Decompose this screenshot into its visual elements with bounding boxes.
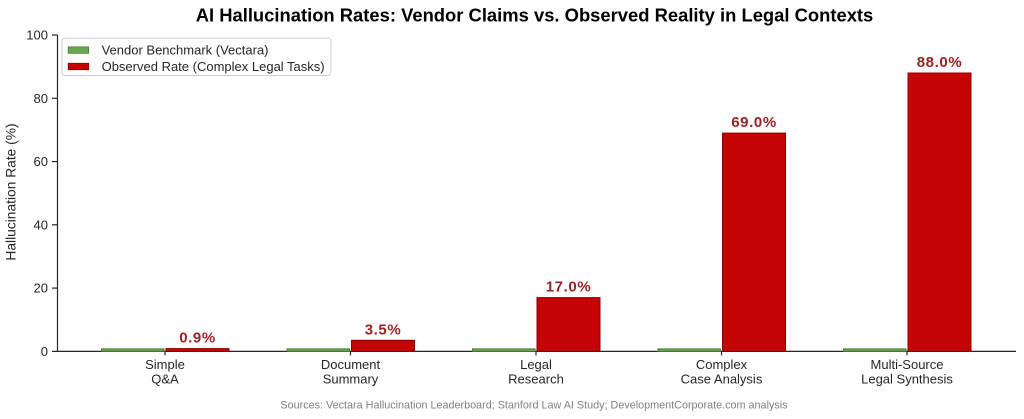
svg-text:Q&A: Q&A <box>151 372 179 387</box>
svg-text:0: 0 <box>41 344 48 359</box>
svg-text:AI Hallucination Rates: Vendor: AI Hallucination Rates: Vendor Claims vs… <box>196 5 874 26</box>
svg-text:69.0%: 69.0% <box>731 114 777 131</box>
svg-text:Legal: Legal <box>520 357 552 372</box>
svg-text:Case Analysis: Case Analysis <box>681 372 763 387</box>
svg-text:60: 60 <box>34 154 48 169</box>
svg-text:0.9%: 0.9% <box>179 330 216 347</box>
svg-text:88.0%: 88.0% <box>917 54 963 71</box>
svg-text:80: 80 <box>34 91 48 106</box>
svg-text:Document: Document <box>321 357 381 372</box>
svg-text:3.5%: 3.5% <box>365 321 402 338</box>
svg-text:Hallucination Rate (%): Hallucination Rate (%) <box>4 123 19 260</box>
svg-text:Summary: Summary <box>323 372 379 387</box>
svg-text:Legal Synthesis: Legal Synthesis <box>861 372 953 387</box>
svg-text:Observed Rate (Complex Legal T: Observed Rate (Complex Legal Tasks) <box>102 59 325 74</box>
svg-text:20: 20 <box>34 281 48 296</box>
svg-text:Multi-Source: Multi-Source <box>871 357 944 372</box>
svg-text:100: 100 <box>26 28 48 43</box>
svg-text:40: 40 <box>34 217 48 232</box>
svg-text:Simple: Simple <box>145 357 185 372</box>
svg-text:Complex: Complex <box>696 357 748 372</box>
svg-text:Sources: Vectara Hallucination: Sources: Vectara Hallucination Leaderboa… <box>280 399 788 411</box>
svg-text:Research: Research <box>508 372 564 387</box>
svg-text:Vendor Benchmark (Vectara): Vendor Benchmark (Vectara) <box>102 43 269 58</box>
svg-text:17.0%: 17.0% <box>546 279 592 296</box>
